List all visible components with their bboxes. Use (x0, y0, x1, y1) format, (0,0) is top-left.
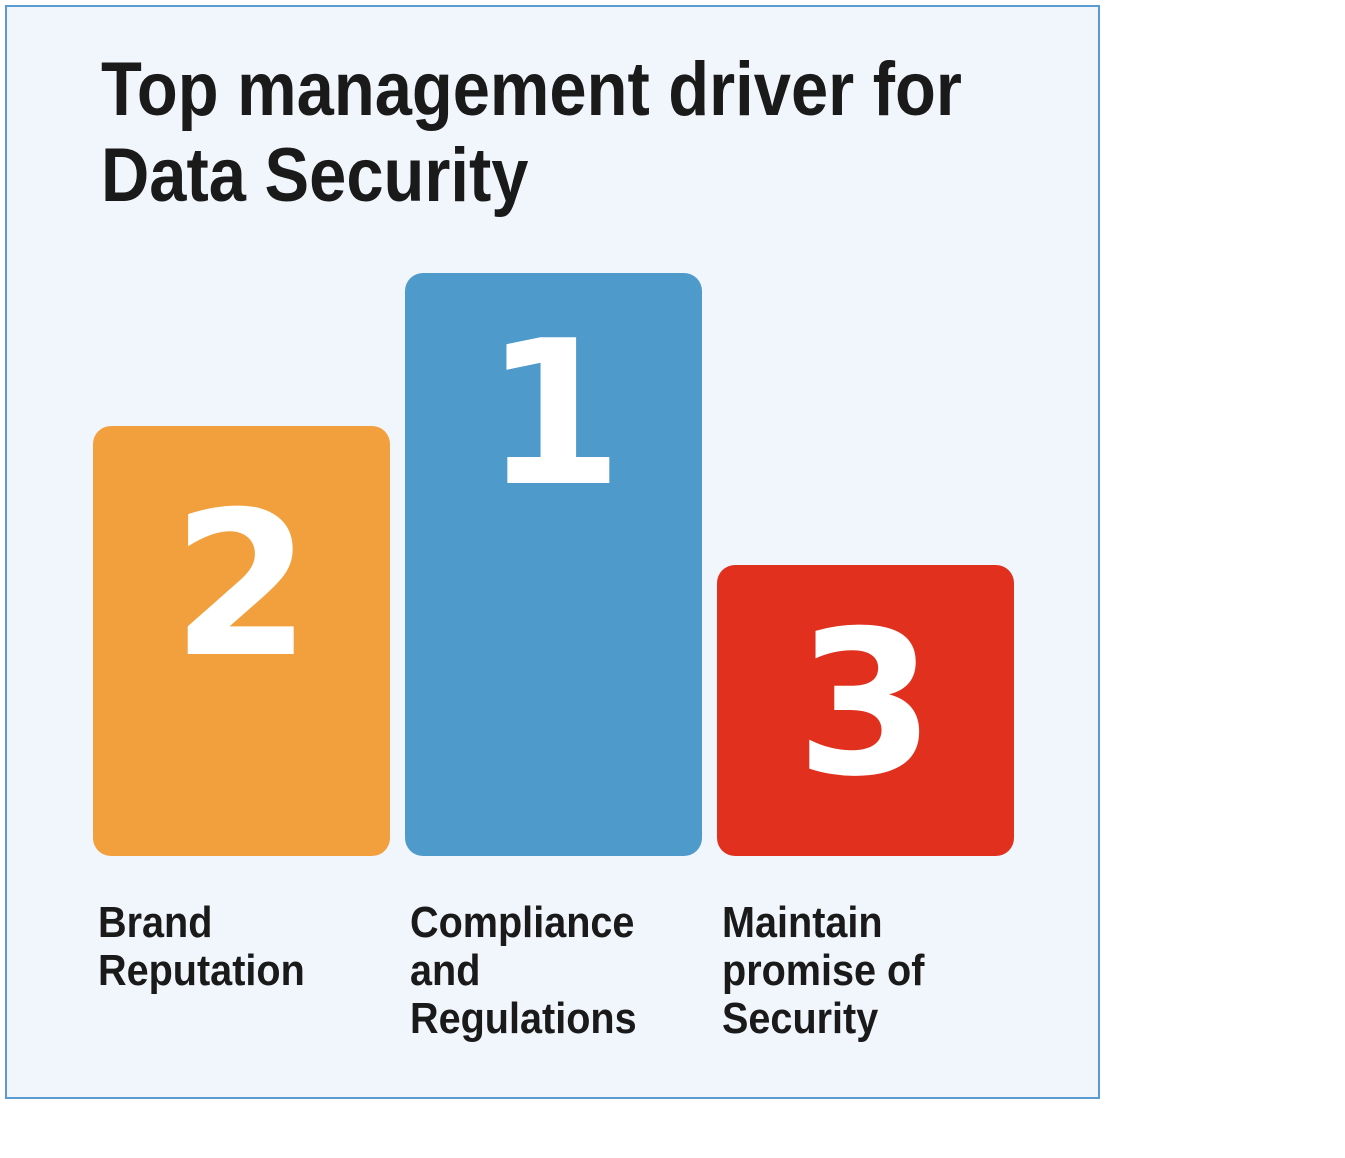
category-label-line: Reputation (98, 946, 305, 995)
rank-number: 1 (483, 298, 624, 531)
chart-panel: Top management driver for Data Security … (5, 5, 1100, 1099)
category-label-line: Regulations (410, 994, 637, 1043)
category-label-line: and (410, 946, 481, 995)
category-label-line: Security (722, 994, 879, 1043)
chart-title-line-2: Data Security (101, 133, 529, 218)
rank-number: 2 (171, 469, 312, 702)
chart-title: Top management driver for Data Security (101, 47, 963, 219)
category-label-line: Compliance (410, 898, 635, 947)
category-label: Compliance and Regulations (410, 899, 637, 1043)
bar-rank-3: 3 (717, 565, 1014, 856)
category-label: Brand Reputation (98, 899, 305, 995)
category-label: Maintain promise of Security (722, 899, 924, 1043)
category-label-line: promise of (722, 946, 925, 995)
category-label-line: Maintain (722, 898, 883, 947)
bar-rank-1: 1 (405, 273, 702, 856)
category-label-line: Brand (98, 898, 213, 947)
bar-rank-2: 2 (93, 426, 390, 856)
chart-title-line-1: Top management driver for (101, 47, 962, 132)
rank-number: 3 (795, 588, 936, 821)
